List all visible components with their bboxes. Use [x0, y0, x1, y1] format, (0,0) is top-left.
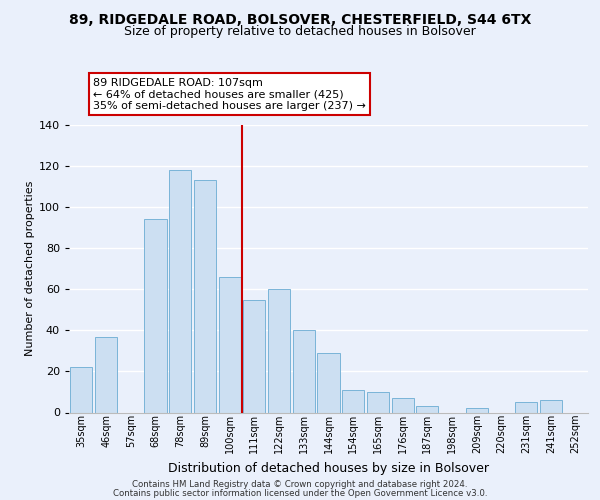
- X-axis label: Distribution of detached houses by size in Bolsover: Distribution of detached houses by size …: [168, 462, 489, 474]
- Bar: [194, 180, 216, 412]
- Bar: [70, 368, 92, 412]
- Bar: [466, 408, 488, 412]
- Text: Contains HM Land Registry data © Crown copyright and database right 2024.: Contains HM Land Registry data © Crown c…: [132, 480, 468, 489]
- Bar: [145, 220, 167, 412]
- Bar: [317, 353, 340, 412]
- Bar: [169, 170, 191, 412]
- Bar: [268, 290, 290, 412]
- Bar: [293, 330, 315, 412]
- Bar: [540, 400, 562, 412]
- Text: 89, RIDGEDALE ROAD, BOLSOVER, CHESTERFIELD, S44 6TX: 89, RIDGEDALE ROAD, BOLSOVER, CHESTERFIE…: [69, 12, 531, 26]
- Text: 89 RIDGEDALE ROAD: 107sqm
← 64% of detached houses are smaller (425)
35% of semi: 89 RIDGEDALE ROAD: 107sqm ← 64% of detac…: [93, 78, 366, 110]
- Text: Size of property relative to detached houses in Bolsover: Size of property relative to detached ho…: [124, 25, 476, 38]
- Y-axis label: Number of detached properties: Number of detached properties: [25, 181, 35, 356]
- Bar: [515, 402, 538, 412]
- Bar: [243, 300, 265, 412]
- Bar: [367, 392, 389, 412]
- Bar: [342, 390, 364, 412]
- Text: Contains public sector information licensed under the Open Government Licence v3: Contains public sector information licen…: [113, 488, 487, 498]
- Bar: [392, 398, 414, 412]
- Bar: [95, 336, 117, 412]
- Bar: [218, 277, 241, 412]
- Bar: [416, 406, 439, 412]
